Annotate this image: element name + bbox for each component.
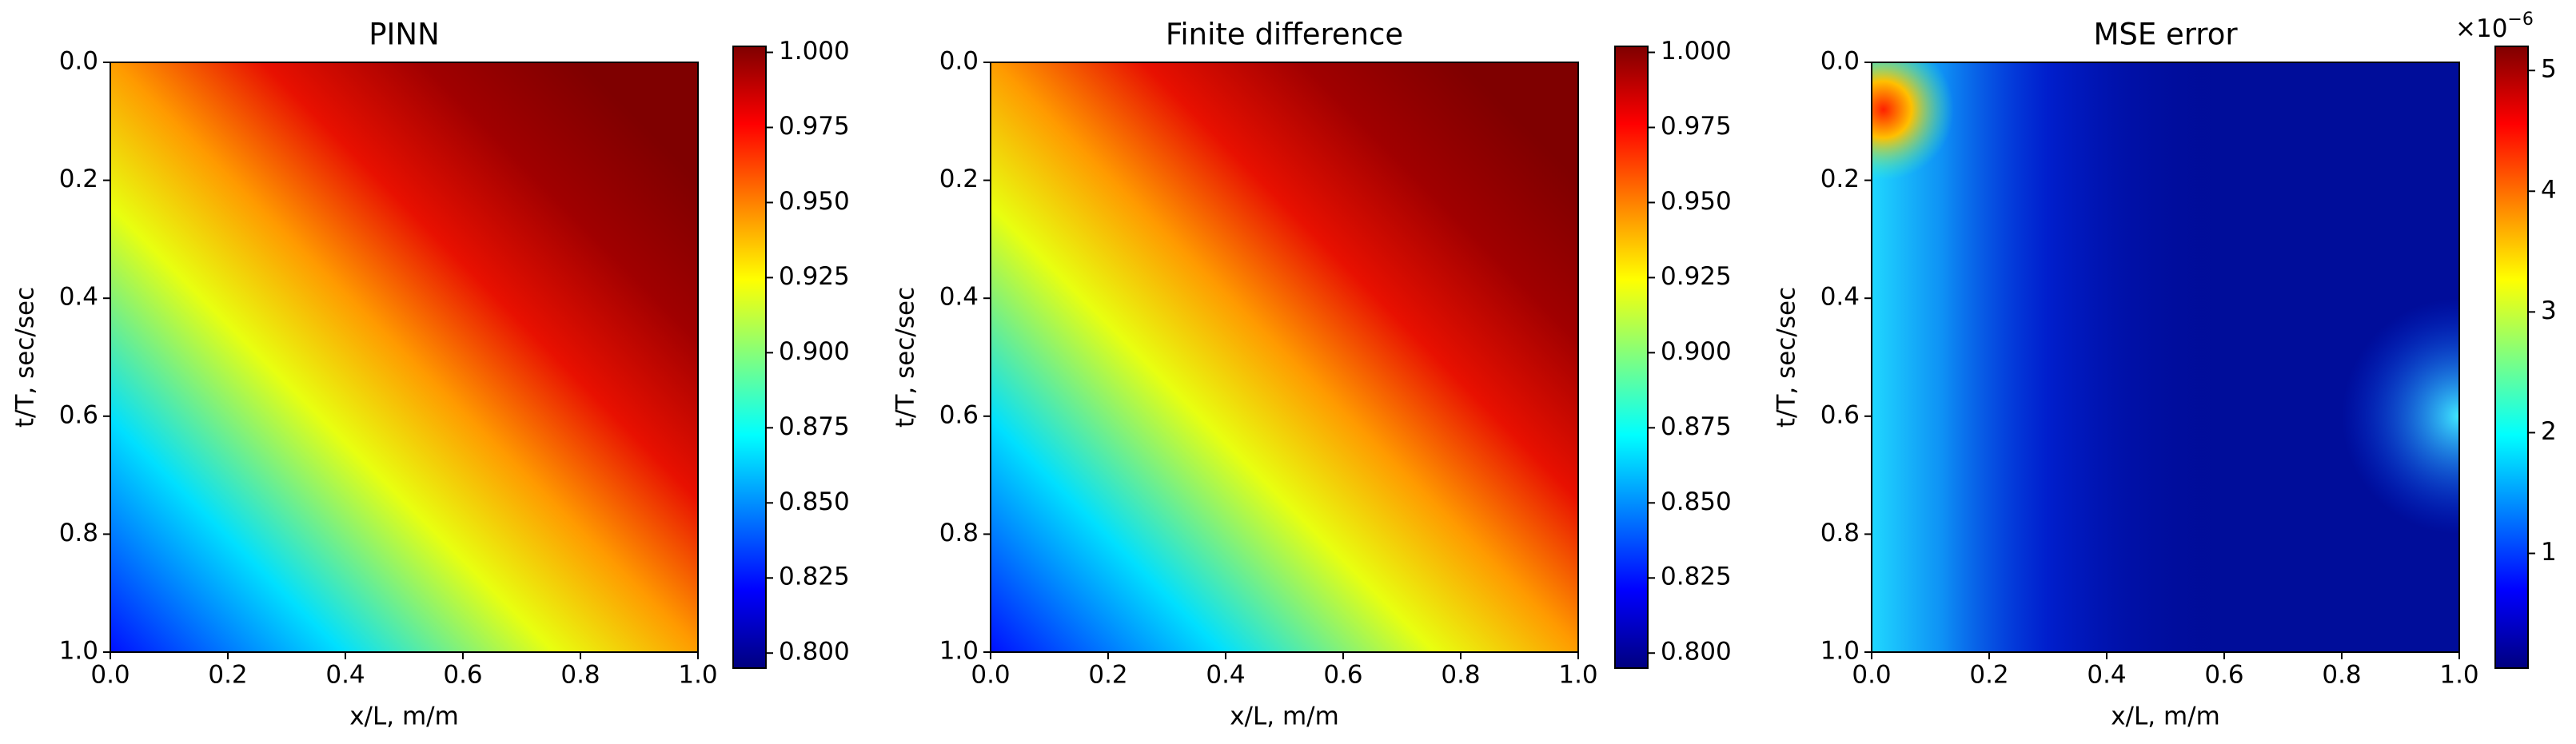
colorbar-tick-label: 0.850 [779, 487, 850, 516]
x-tick-label: 0.6 [2204, 661, 2243, 690]
y-axis-label: t/T, sec/sec [1772, 287, 1801, 428]
x-tick-label: 0.0 [1852, 661, 1891, 690]
colorbar-tick-label: 1.000 [779, 37, 850, 66]
x-tick-label: 0.8 [2322, 661, 2361, 690]
x-axis-label: x/L, m/m [349, 702, 459, 731]
axes-frame [110, 62, 699, 653]
y-tick-label: 0.6 [1820, 400, 1860, 429]
colorbar-tick-label: 0.800 [779, 638, 850, 666]
colorbar-tick-label: 0.850 [1661, 487, 1732, 516]
y-tick-label: 0.6 [939, 400, 979, 429]
y-tick-label: 0.4 [1820, 283, 1860, 312]
y-tick-label: 0.8 [1820, 519, 1860, 547]
heatmap-field [991, 62, 1578, 652]
x-tick-label: 1.0 [1558, 661, 1597, 690]
colorbar-tick-label: 0.900 [1661, 337, 1732, 366]
y-axis-label: t/T, sec/sec [11, 287, 40, 428]
chart-title: PINN [369, 18, 440, 52]
colorbar-tick-label: 0.950 [1661, 187, 1732, 216]
colorbar-tick-label: 0.875 [1661, 412, 1732, 441]
x-axis-label: x/L, m/m [1230, 702, 1339, 731]
colorbar [732, 46, 767, 669]
colorbar-tick-label: 1.000 [1661, 37, 1732, 66]
y-axis-label: t/T, sec/sec [891, 287, 920, 428]
colorbar-tick-label: 0.925 [1661, 262, 1732, 291]
colorbar [2494, 46, 2529, 669]
offset-exponent: −6 [2507, 10, 2533, 30]
y-tick-label: 1.0 [1820, 637, 1860, 666]
x-tick-label: 1.0 [2439, 661, 2478, 690]
y-tick-label: 0.6 [59, 400, 98, 429]
colorbar [1614, 46, 1649, 669]
y-tick-label: 0.0 [939, 47, 979, 76]
colorbar-tick-label: 5 [2541, 55, 2557, 84]
y-tick-label: 0.2 [1820, 165, 1860, 193]
colorbar-tick-label: 0.800 [1661, 638, 1732, 666]
x-tick-label: 0.6 [443, 661, 482, 690]
y-tick-label: 0.4 [59, 283, 98, 312]
colorbar-tick-label: 0.975 [779, 112, 850, 141]
x-tick-label: 0.8 [560, 661, 600, 690]
x-tick-label: 0.0 [971, 661, 1010, 690]
chart-title: Finite difference [1166, 18, 1403, 52]
x-tick-label: 0.8 [1441, 661, 1480, 690]
x-tick-label: 0.0 [90, 661, 130, 690]
y-tick-label: 0.8 [59, 519, 98, 547]
colorbar-offset-label: ×10−6 [2455, 10, 2534, 43]
chart-title: MSE error [2093, 18, 2238, 52]
colorbar-tick-label: 0.925 [779, 262, 850, 291]
x-tick-label: 0.2 [1088, 661, 1127, 690]
y-tick-label: 0.8 [939, 519, 979, 547]
x-axis-label: x/L, m/m [2111, 702, 2220, 731]
colorbar-tick-label: 2 [2541, 417, 2557, 446]
x-tick-label: 0.4 [2087, 661, 2126, 690]
x-tick-label: 0.4 [1206, 661, 1245, 690]
colorbar-tick-label: 0.900 [779, 337, 850, 366]
x-tick-label: 1.0 [678, 661, 717, 690]
y-tick-label: 1.0 [59, 637, 98, 666]
x-tick-label: 0.4 [325, 661, 365, 690]
colorbar-tick-label: 1 [2541, 538, 2557, 567]
x-tick-label: 0.2 [1969, 661, 2008, 690]
x-tick-label: 0.2 [208, 661, 247, 690]
x-tick-label: 0.6 [1323, 661, 1362, 690]
colorbar-tick-label: 0.950 [779, 187, 850, 216]
axes-frame [990, 62, 1579, 653]
y-tick-label: 0.0 [1820, 47, 1860, 76]
y-tick-label: 0.4 [939, 283, 979, 312]
y-tick-label: 0.0 [59, 47, 98, 76]
colorbar-tick-label: 0.975 [1661, 112, 1732, 141]
colorbar-tick-label: 4 [2541, 176, 2557, 205]
offset-base: ×10 [2455, 14, 2507, 43]
colorbar-tick-label: 0.875 [779, 412, 850, 441]
colorbar-tick-label: 0.825 [779, 563, 850, 591]
y-tick-label: 0.2 [59, 165, 98, 193]
colorbar-tick-label: 0.825 [1661, 563, 1732, 591]
y-tick-label: 1.0 [939, 637, 979, 666]
colorbar-tick-label: 3 [2541, 296, 2557, 325]
y-tick-label: 0.2 [939, 165, 979, 193]
heatmap-field [1872, 62, 2459, 652]
heatmap-field [110, 62, 698, 652]
axes-frame [1871, 62, 2460, 653]
